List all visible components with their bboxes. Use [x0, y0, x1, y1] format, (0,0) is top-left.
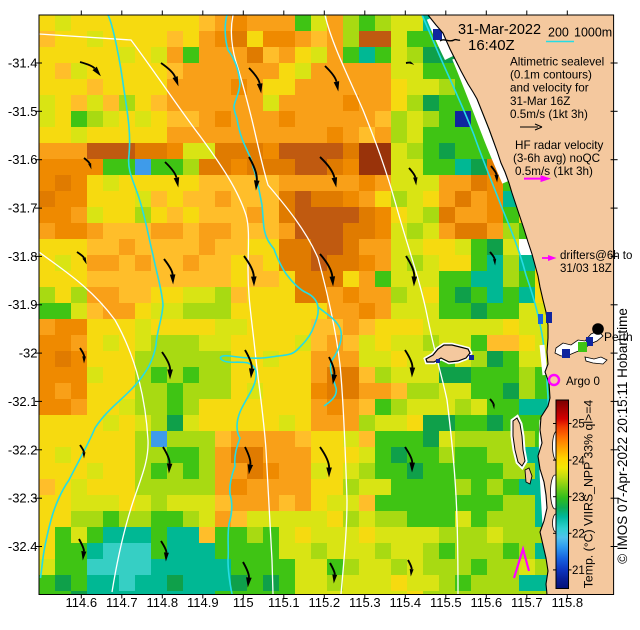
svg-text:-31.9: -31.9 — [8, 297, 38, 312]
svg-text:114.6: 114.6 — [66, 595, 98, 610]
svg-text:0.5m/s (1kt 3h): 0.5m/s (1kt 3h) — [510, 108, 588, 121]
svg-text:HF radar velocity: HF radar velocity — [515, 139, 603, 152]
svg-text:-32.4: -32.4 — [8, 539, 38, 554]
svg-text:-32.1: -32.1 — [8, 394, 38, 409]
svg-text:115: 115 — [233, 595, 254, 610]
svg-text:22: 22 — [572, 529, 585, 541]
svg-text:(3-6h avg) noQC: (3-6h avg) noQC — [513, 152, 600, 165]
svg-text:115.4: 115.4 — [390, 595, 422, 610]
svg-text:115.5: 115.5 — [430, 595, 462, 610]
svg-text:200: 200 — [548, 26, 569, 40]
svg-text:115.1: 115.1 — [268, 595, 300, 610]
svg-text:0.5m/s (1kt 3h): 0.5m/s (1kt 3h) — [515, 165, 593, 178]
svg-text:23: 23 — [572, 492, 585, 504]
svg-text:Altimetric sealevel: Altimetric sealevel — [510, 56, 604, 69]
svg-text:16:40Z: 16:40Z — [468, 37, 515, 54]
svg-text:31/03 18Z: 31/03 18Z — [560, 263, 612, 275]
svg-text:114.9: 114.9 — [187, 595, 219, 610]
svg-text:25: 25 — [572, 419, 585, 431]
svg-text:21: 21 — [572, 565, 585, 577]
svg-text:31-Mar-2022: 31-Mar-2022 — [458, 22, 541, 38]
svg-text:115.6: 115.6 — [471, 595, 503, 610]
svg-text:drifters@6h to: drifters@6h to — [560, 250, 632, 262]
svg-text:and velocity for: and velocity for — [510, 82, 589, 95]
svg-text:31-Mar 16Z: 31-Mar 16Z — [510, 95, 570, 108]
svg-text:-32: -32 — [19, 346, 38, 361]
svg-text:115.2: 115.2 — [309, 595, 341, 610]
svg-text:Argo 0: Argo 0 — [566, 376, 600, 388]
svg-text:-31.6: -31.6 — [8, 152, 38, 167]
svg-text:© IMOS 07-Apr-2022 20:15:11 Ho: © IMOS 07-Apr-2022 20:15:11 Hobart time — [615, 308, 630, 564]
svg-text:-31.7: -31.7 — [8, 201, 38, 216]
svg-text:-32.2: -32.2 — [8, 442, 38, 457]
svg-text:Perth: Perth — [604, 330, 633, 344]
svg-text:115.8: 115.8 — [552, 595, 584, 610]
svg-text:115.7: 115.7 — [511, 595, 543, 610]
svg-text:-31.4: -31.4 — [8, 56, 38, 71]
svg-text:114.7: 114.7 — [106, 595, 138, 610]
svg-text:(0.1m contours): (0.1m contours) — [510, 69, 592, 82]
svg-text:-32.3: -32.3 — [8, 491, 38, 506]
svg-text:114.8: 114.8 — [147, 595, 179, 610]
svg-text:-31.8: -31.8 — [8, 249, 38, 264]
svg-text:24: 24 — [572, 455, 585, 467]
svg-text:Temp. (°C) VIIRS_NPP 33% ql>=4: Temp. (°C) VIIRS_NPP 33% ql>=4 — [582, 400, 596, 589]
svg-text:1000m: 1000m — [574, 26, 612, 40]
svg-text:115.3: 115.3 — [349, 595, 381, 610]
svg-text:-31.5: -31.5 — [8, 104, 38, 119]
